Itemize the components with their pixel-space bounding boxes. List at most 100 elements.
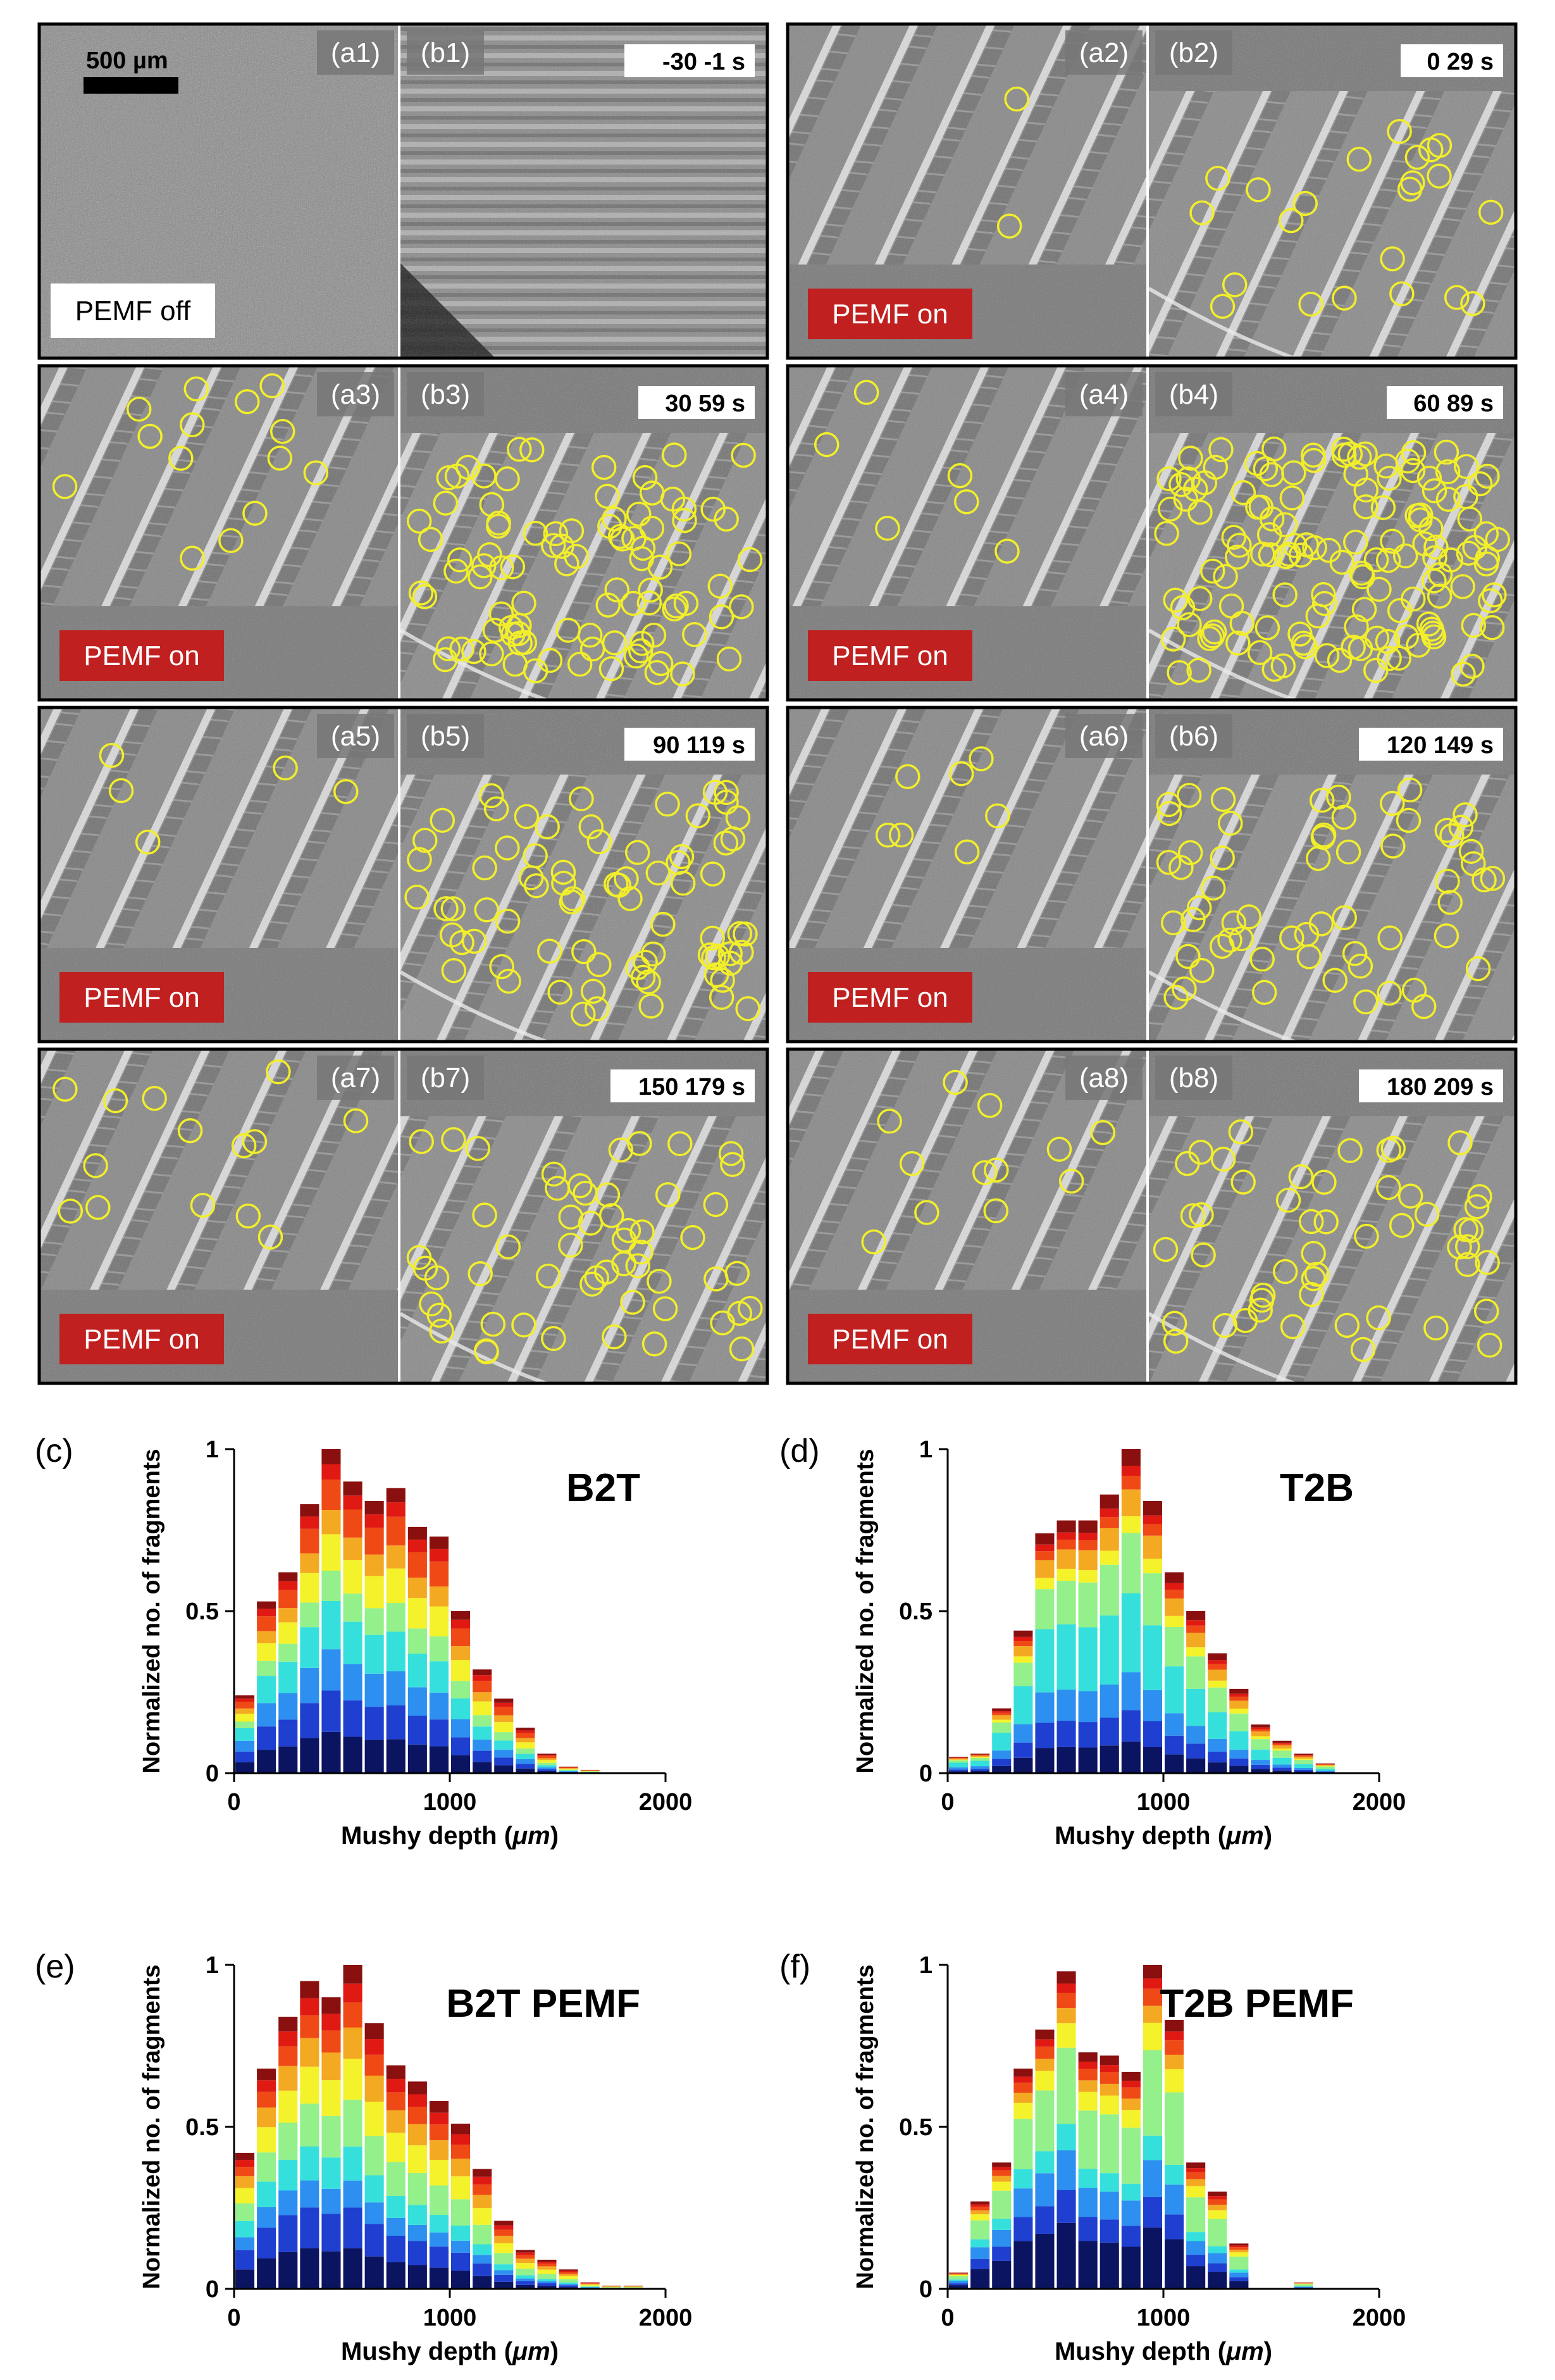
y-axis-label: Normalized no. of fragments <box>139 1449 165 1773</box>
x-axis-label-end: ) <box>1264 2338 1272 2365</box>
fragment-circle <box>1272 512 1298 537</box>
image-b-texture <box>1149 366 1516 700</box>
bar-segment <box>321 2188 341 2214</box>
bar-segment <box>1272 1764 1292 1768</box>
fragment-circle <box>639 516 665 541</box>
bar-segment <box>1013 1636 1033 1641</box>
fragment-circle <box>1163 985 1189 1010</box>
highlight-circles <box>996 86 1504 319</box>
bar-segment <box>473 2208 492 2225</box>
fragment-circle <box>479 641 504 667</box>
bar-segment <box>300 2207 319 2248</box>
bar-segment <box>1056 2008 1076 2024</box>
bar-segment <box>1121 2087 1141 2099</box>
fragment-circle <box>1427 562 1453 587</box>
bar-segment <box>1186 1726 1206 1744</box>
fragment-circle <box>461 639 486 664</box>
bar-segment <box>278 2065 298 2091</box>
fragment-circle <box>650 911 676 937</box>
fragment-circle <box>652 1296 678 1321</box>
bar-segment <box>386 1739 406 1773</box>
x-axis-label-end: ) <box>550 1822 559 1850</box>
bar-segment <box>1272 1770 1292 1773</box>
label-a-bg <box>1065 1056 1143 1100</box>
x-tick-label: 0 <box>941 1789 954 1816</box>
bar-segment <box>1165 1583 1184 1590</box>
bar-segment <box>300 2248 319 2289</box>
bar-segment <box>1143 1747 1162 1773</box>
fragment-circle <box>567 651 593 677</box>
pemf-on-badge <box>59 1314 224 1364</box>
bar-segment <box>559 1769 578 1771</box>
bar-segment <box>1165 2214 1184 2240</box>
fragment-circle <box>697 942 723 968</box>
bar-segment <box>1056 2124 1076 2151</box>
bar-segment <box>278 1643 298 1662</box>
fragment-circle <box>1423 534 1449 560</box>
bar-segment <box>364 2102 384 2136</box>
bar <box>1143 1965 1162 2289</box>
bar-segment <box>451 2134 471 2145</box>
fragment-circle <box>1427 583 1453 609</box>
time-label: 30 59 s <box>665 390 745 417</box>
bar-segment <box>429 2232 449 2247</box>
bar-segment <box>1121 2081 1141 2088</box>
bar-segment <box>343 1537 362 1561</box>
fragment-circle <box>707 573 733 599</box>
fragment-circle <box>1046 1137 1072 1162</box>
fragment-circle <box>670 871 696 896</box>
bar <box>1056 1520 1076 1773</box>
bar-segment <box>1121 2183 1141 2201</box>
bar-segment <box>623 2286 643 2288</box>
bar-segment <box>494 2274 514 2282</box>
bar-segment <box>1186 1688 1206 1726</box>
bar-segment <box>992 1712 1012 1716</box>
bar-segment <box>1315 1764 1335 1765</box>
bar-segment <box>970 2259 990 2269</box>
fragment-circle <box>1347 953 1373 979</box>
fragment-circle <box>1230 1169 1256 1195</box>
bar-segment <box>537 1769 557 1771</box>
bar-segment <box>970 2214 990 2221</box>
fragment-circle <box>1302 535 1327 561</box>
time-label: 90 119 s <box>653 732 745 759</box>
fragment-circle <box>1351 597 1377 622</box>
chart-title: T2B PEMF <box>1160 1982 1354 2026</box>
fragment-circle <box>1276 542 1302 567</box>
bar <box>1121 2071 1141 2289</box>
fragment-circle <box>108 778 134 804</box>
bar-segment <box>1035 2206 1055 2234</box>
fragment-circle <box>1460 290 1485 316</box>
fragment-circle <box>629 1219 655 1245</box>
fragment-circle <box>507 613 532 639</box>
fragment-circle <box>235 1203 261 1229</box>
bar-segment <box>1186 2179 1206 2186</box>
chart-title: T2B <box>1280 1466 1354 1510</box>
bar-segment <box>235 1708 255 1714</box>
bar-segment <box>1229 2269 1249 2273</box>
fragment-circle <box>717 941 743 966</box>
bar <box>235 1695 255 1773</box>
bar-segment <box>1100 1494 1119 1509</box>
x-tick-label: 0 <box>227 1789 240 1816</box>
bar-segment <box>1229 1697 1249 1701</box>
pemf-on-label: PEMF on <box>832 1324 948 1355</box>
bar-segment <box>343 2248 362 2289</box>
fragment-circle <box>1401 440 1427 466</box>
fragment-circle <box>714 506 739 532</box>
fragment-circle <box>877 1108 902 1134</box>
pemf-on-label: PEMF on <box>832 982 948 1013</box>
fragment-circle <box>1434 439 1459 465</box>
bar-segment <box>429 2124 449 2141</box>
bar-segment <box>1056 1549 1076 1569</box>
bar-segment <box>473 1726 492 1740</box>
bar-segment <box>257 2258 276 2289</box>
panel-label-a: (a8) <box>1079 1062 1129 1093</box>
bar <box>1251 1724 1270 1773</box>
bar-segment <box>1100 2219 1119 2243</box>
x-axis-label-end: ) <box>550 2338 559 2365</box>
bar-segment <box>300 1602 319 1628</box>
fragment-circle <box>647 554 673 580</box>
bar-segment <box>407 1716 427 1745</box>
fragment-circle <box>409 1129 434 1154</box>
